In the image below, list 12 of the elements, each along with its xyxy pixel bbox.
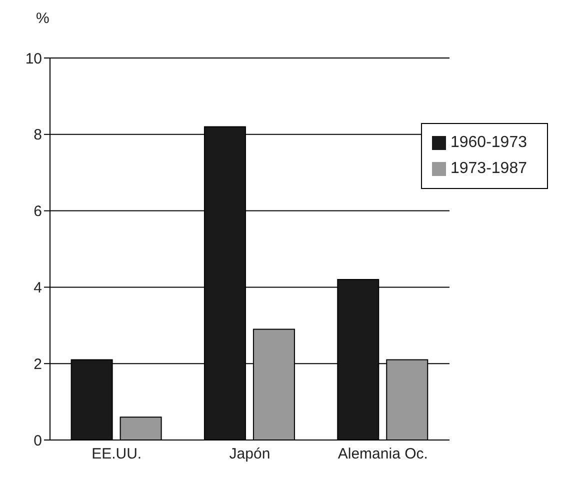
legend-label: 1960-1973 [450,134,527,151]
legend-label: 1973-1987 [450,160,527,177]
y-tick-label: 6 [34,203,42,220]
y-tick-label: 2 [34,356,42,373]
x-tick-label: Japón [229,446,270,463]
y-tick-label: 10 [25,50,42,68]
y-tick-label: 0 [34,432,42,450]
y-axis-title: % [36,10,50,27]
x-tick-label: EE.UU. [92,446,142,463]
y-tick-label: 4 [34,280,42,297]
y-tick-label: 8 [34,126,42,144]
x-tick-label: Alemania Oc. [338,446,428,463]
